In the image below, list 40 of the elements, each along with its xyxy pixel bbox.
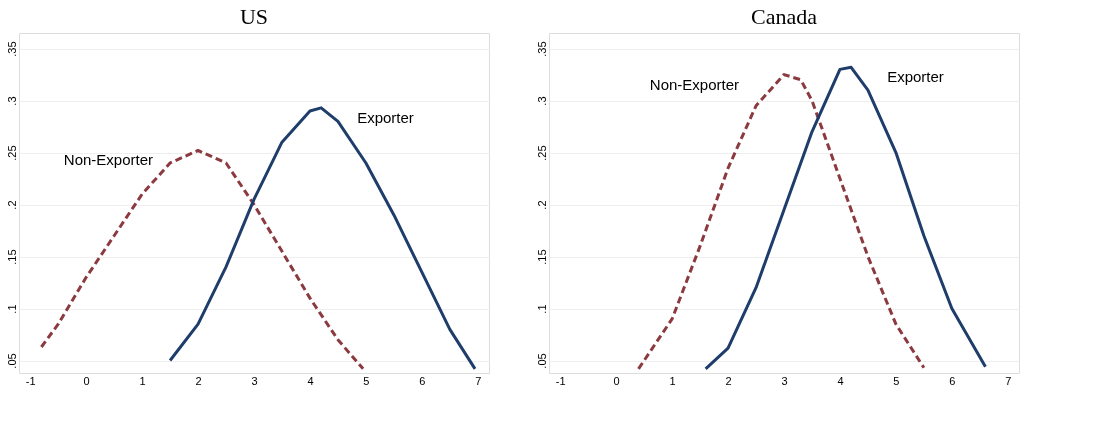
chart-title: Canada <box>751 4 818 29</box>
y-tick-label: .25 <box>5 145 18 161</box>
x-tick-label: -1 <box>555 374 566 387</box>
x-tick-label: 0 <box>613 374 620 387</box>
series-label: Non-Exporter <box>649 75 739 93</box>
x-tick-label: 2 <box>195 374 202 387</box>
series-label: Exporter <box>357 108 414 126</box>
y-tick-label: .15 <box>5 249 18 265</box>
x-tick-label: 5 <box>893 374 900 387</box>
y-tick-label: .3 <box>5 96 18 106</box>
line-series <box>168 106 477 371</box>
x-tick-label: 7 <box>1005 374 1012 387</box>
y-tick-label: .35 <box>535 41 548 57</box>
series-label: Exporter <box>887 68 944 86</box>
y-tick-label: .15 <box>535 249 548 265</box>
x-tick-label: 6 <box>949 374 956 387</box>
series-label: Non-Exporter <box>63 151 154 169</box>
x-tick-label: 5 <box>363 374 370 387</box>
y-tick-label: .1 <box>5 304 18 314</box>
y-tick-label: .25 <box>535 145 548 161</box>
y-tick-label: .3 <box>535 96 548 106</box>
y-tick-label: .35 <box>5 41 18 57</box>
y-tick-label: .2 <box>5 200 18 210</box>
x-tick-label: 1 <box>669 374 676 387</box>
line-series <box>39 148 365 371</box>
x-tick-label: 7 <box>475 374 482 387</box>
y-tick-label: .1 <box>535 304 548 314</box>
x-tick-label: 3 <box>781 374 788 387</box>
x-tick-label: 6 <box>419 374 426 387</box>
x-tick-label: 3 <box>251 374 258 387</box>
y-tick-label: .05 <box>5 353 18 369</box>
x-tick-label: 1 <box>139 374 146 387</box>
x-tick-label: 4 <box>837 374 844 387</box>
chart-title: US <box>239 4 269 29</box>
y-tick-label: .05 <box>535 353 548 369</box>
x-tick-label: 4 <box>307 374 314 387</box>
y-tick-label: .2 <box>535 200 548 210</box>
x-tick-label: -1 <box>25 374 36 387</box>
x-tick-label: 0 <box>83 374 90 387</box>
x-tick-label: 2 <box>725 374 732 387</box>
